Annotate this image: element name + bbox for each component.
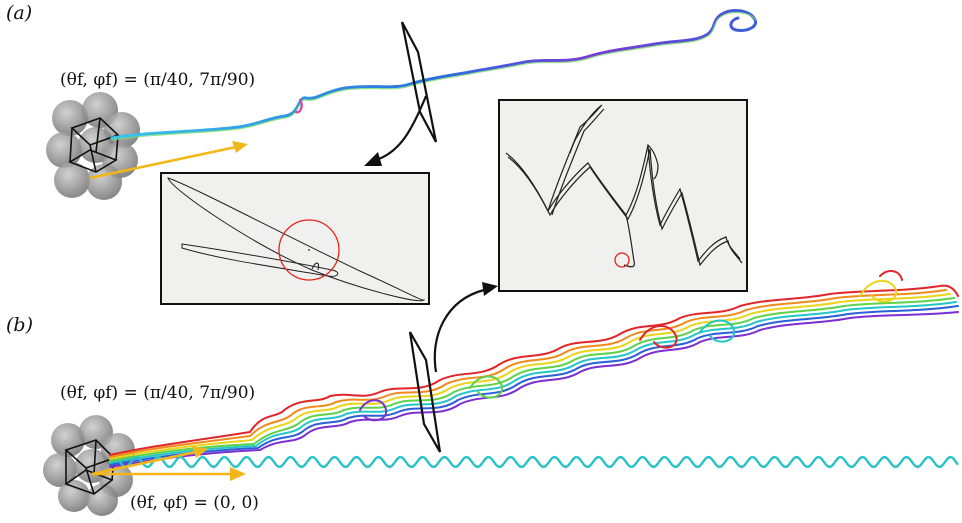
stability-circle-a <box>278 219 340 281</box>
trajectory-bundle-b <box>109 270 959 468</box>
angle-label-b-upper: (θf, φf) = (π/40, 7π/90) <box>60 383 256 403</box>
particle-cluster-b <box>43 415 135 516</box>
panel-b <box>43 270 959 516</box>
poincare-section-a <box>167 177 425 302</box>
trajectory-straight-b <box>119 455 959 469</box>
poincare-inset-a <box>160 172 430 305</box>
flow-arrow-b-upper <box>91 446 208 476</box>
angle-label-b-lower: (θf, φf) = (0, 0) <box>130 493 259 513</box>
trajectory-a <box>110 9 757 141</box>
section-plane-a <box>400 21 438 143</box>
curved-arrow-b <box>433 282 498 373</box>
section-plane-b <box>408 331 442 453</box>
panel-a <box>46 9 757 200</box>
panel-label-b: (b) <box>6 314 33 336</box>
particle-cluster-a <box>46 92 140 200</box>
curved-arrow-a <box>364 95 428 166</box>
flow-arrow-b-lower <box>92 467 246 481</box>
angle-label-a: (θf, φf) = (π/40, 7π/90) <box>60 70 256 90</box>
poincare-section-b <box>505 104 743 268</box>
stability-circle-b <box>614 252 630 268</box>
poincare-inset-b <box>498 99 748 292</box>
panel-label-a: (a) <box>6 2 33 24</box>
flow-arrow-a <box>89 141 248 180</box>
